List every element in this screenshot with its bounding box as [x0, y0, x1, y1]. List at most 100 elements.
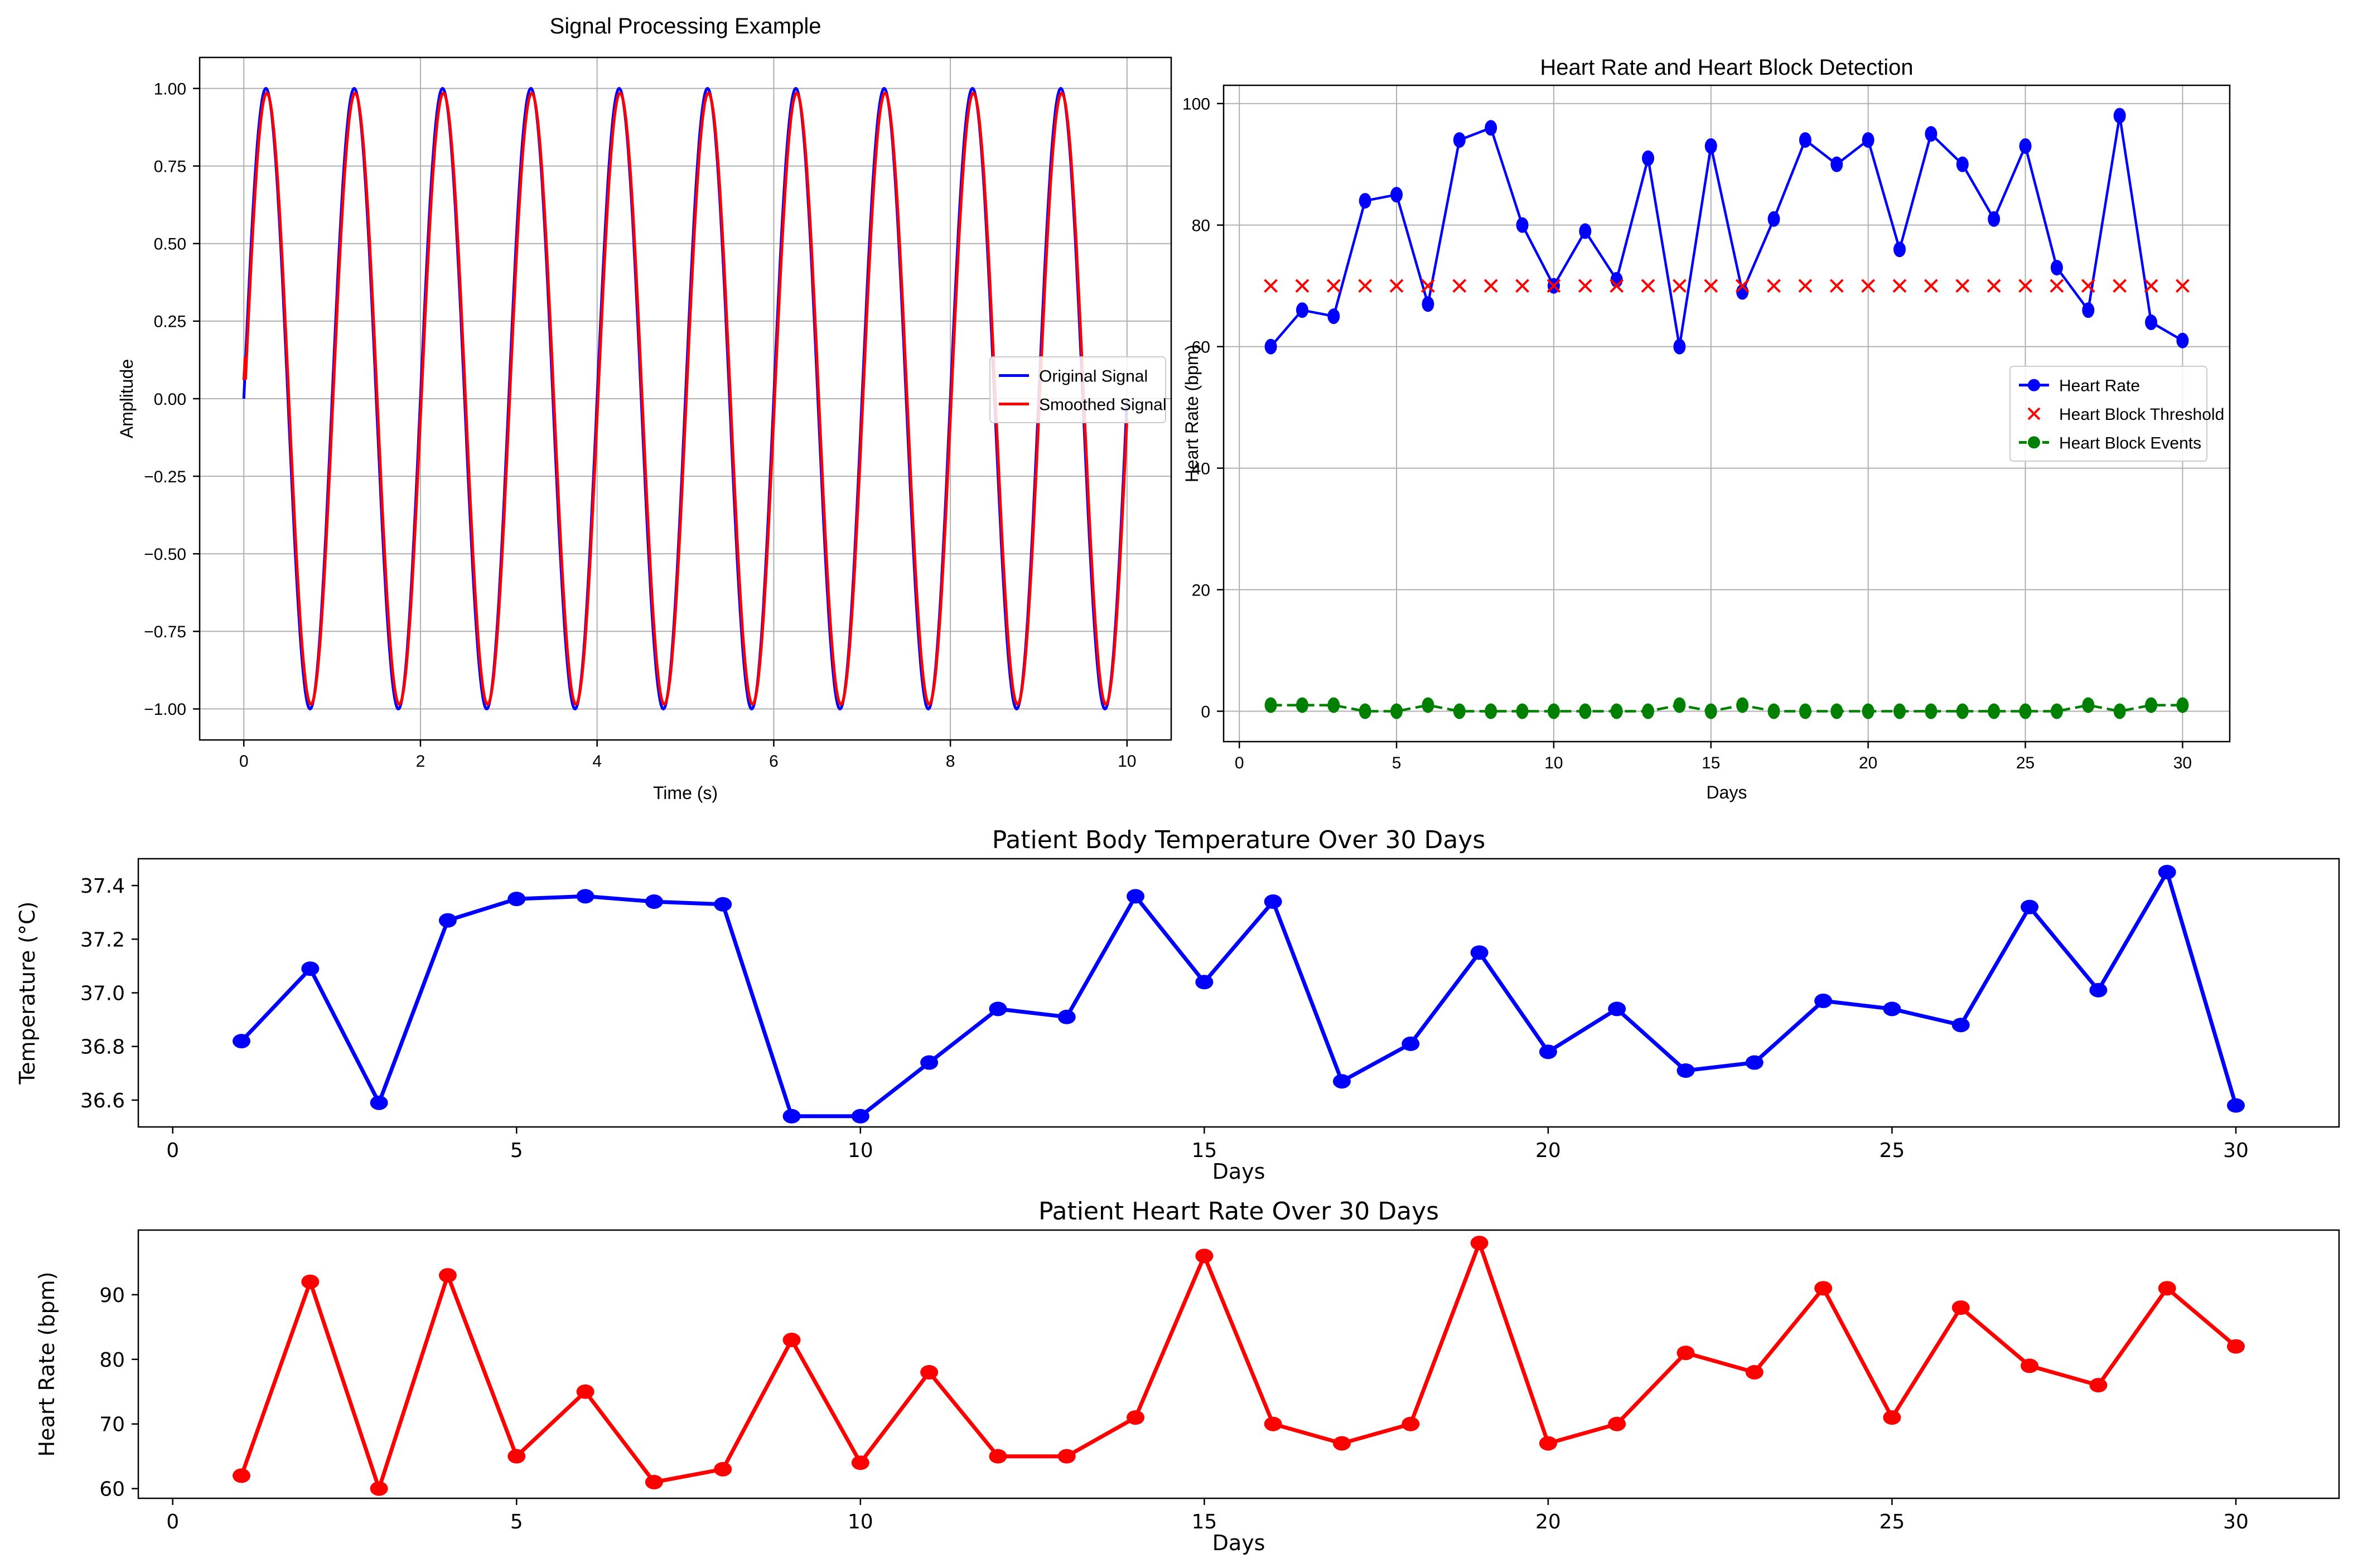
x-axis-label: Time (s) [653, 783, 718, 803]
threshold-x-marker [1326, 279, 1341, 293]
threshold-x-marker [1704, 279, 1718, 293]
threshold-x-marker [1610, 279, 1624, 293]
data-point [1422, 697, 1434, 713]
data-point [1485, 120, 1497, 136]
y-tick-label: −0.50 [144, 545, 186, 564]
y-tick-label: 80 [1192, 216, 1210, 235]
y-tick-label: 60 [99, 1478, 125, 1501]
threshold-x-marker [1484, 279, 1498, 293]
data-point [1642, 703, 1655, 719]
x-tick-label: 30 [2173, 754, 2192, 772]
x-tick-label: 15 [1191, 1139, 1217, 1162]
x-tick-label: 30 [2223, 1139, 2249, 1162]
data-point [1516, 217, 1529, 233]
data-point [1704, 138, 1717, 154]
data-point [1057, 1009, 1076, 1024]
data-point [232, 1468, 250, 1483]
data-point [1516, 703, 1529, 719]
x-tick-label: 25 [1879, 1139, 1905, 1162]
y-tick-label: −0.25 [144, 468, 186, 486]
data-point [1390, 187, 1403, 203]
data-point [2082, 302, 2095, 318]
series-line-0 [239, 1241, 2238, 1491]
threshold-x-marker [1421, 279, 1435, 293]
data-point [2021, 899, 2039, 914]
data-point [1799, 132, 1811, 148]
threshold-x-marker [1358, 279, 1373, 293]
y-tick-label: 36.8 [80, 1036, 125, 1059]
data-point [1195, 1248, 1214, 1264]
data-point [1925, 126, 1937, 142]
data-point [1673, 697, 1686, 713]
x-tick-label: 2 [416, 752, 426, 771]
data-point [1830, 703, 1843, 719]
data-point [1195, 975, 1214, 990]
y-axis-label: Temperature (°C) [15, 902, 40, 1085]
data-point [1390, 703, 1403, 719]
data-point [2113, 703, 2126, 719]
chart-title: Heart Rate and Heart Block Detection [1540, 55, 1913, 80]
x-axis-label: Days [1212, 1159, 1265, 1184]
threshold-x-marker [2144, 279, 2158, 293]
legend-label: Heart Rate [2059, 377, 2140, 395]
data-point [2021, 1358, 2039, 1373]
data-point [1402, 1036, 1420, 1051]
threshold-x-marker [1861, 279, 1876, 293]
x-tick-label: 20 [1535, 1139, 1561, 1162]
data-point [1539, 1044, 1557, 1059]
chart-title: Signal Processing Example [550, 14, 822, 38]
data-point [1332, 1074, 1351, 1089]
x-axis-label: Days [1707, 782, 1747, 802]
threshold-x-marker [2050, 279, 2064, 293]
axes-frame [137, 858, 2340, 1128]
threshold-x-marker [1829, 279, 1844, 293]
series-line-0 [240, 870, 2238, 1119]
y-tick-label: 0.25 [154, 313, 186, 331]
y-tick-label: 90 [99, 1284, 125, 1307]
data-point [1327, 308, 1340, 325]
data-point [1745, 1055, 1763, 1070]
x-tick-label: 10 [848, 1139, 873, 1162]
legend-label: Heart Block Threshold [2059, 405, 2224, 424]
data-point [782, 1333, 801, 1348]
data-point [1673, 338, 1686, 355]
data-point [1327, 697, 1340, 713]
data-point [920, 1364, 939, 1380]
threshold-x-marker [1987, 279, 2001, 293]
data-point [2082, 697, 2095, 713]
data-point [370, 1481, 388, 1496]
data-point [2227, 1098, 2245, 1113]
legend-label: Heart Block Events [2059, 434, 2201, 452]
x-tick-label: 0 [166, 1139, 179, 1162]
data-point [1127, 889, 1145, 904]
legend-label: Original Signal [1039, 367, 1148, 386]
legend-box [989, 356, 1166, 423]
y-tick-label: 1.00 [154, 80, 186, 98]
data-point [1608, 1001, 1626, 1017]
data-point [1296, 697, 1308, 713]
threshold-x-marker [1892, 279, 1907, 293]
x-tick-label: 25 [1879, 1511, 1905, 1533]
y-axis-label: Heart Rate (bpm) [35, 1272, 59, 1457]
data-point [1332, 1436, 1351, 1451]
legend-handle-dot [2028, 379, 2040, 391]
y-tick-label: −0.75 [144, 623, 186, 641]
data-point [1956, 156, 1969, 172]
data-point [576, 1384, 595, 1399]
data-point [1485, 703, 1497, 719]
y-tick-label: 37.4 [80, 875, 125, 898]
data-point [1951, 1018, 1970, 1033]
y-tick-label: 100 [1182, 95, 1210, 113]
data-point [2158, 865, 2176, 880]
legend: Heart Rate Heart Block Threshold Heart Blo… [2009, 366, 2224, 462]
x-tick-label: 5 [510, 1511, 523, 1533]
x-axis-label: Days [1212, 1531, 1265, 1555]
threshold-x-marker [1924, 279, 1938, 293]
threshold-x-marker [1452, 279, 1467, 293]
data-point [1579, 703, 1592, 719]
data-point [1264, 338, 1277, 355]
data-point [2176, 697, 2189, 713]
threshold-x-marker [1578, 279, 1592, 293]
